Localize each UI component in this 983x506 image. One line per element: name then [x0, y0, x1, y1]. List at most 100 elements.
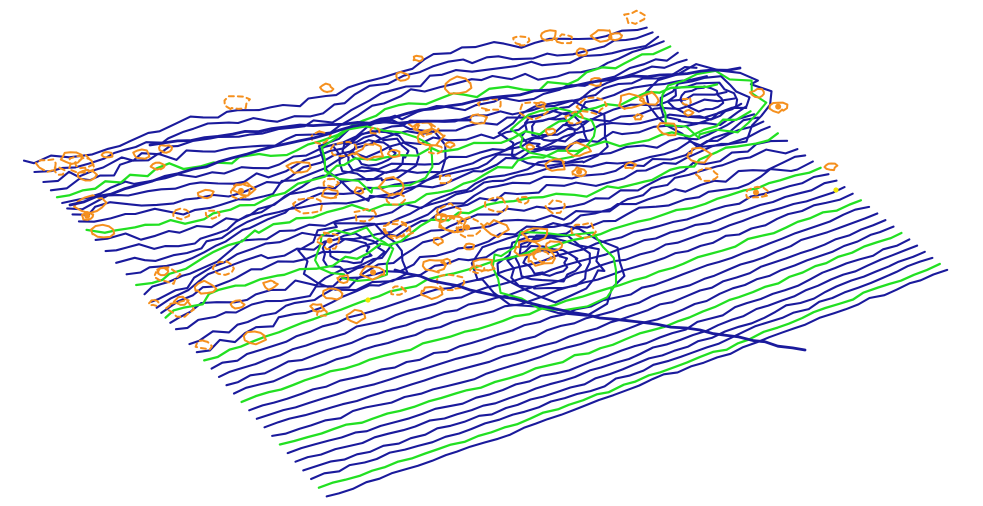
- major-contour-ring: [522, 249, 569, 277]
- major-contour-ring: [470, 222, 626, 317]
- depression-contour: [132, 148, 151, 160]
- fault-line: [148, 118, 472, 147]
- major-contour-line: [225, 186, 846, 387]
- depression-contour: [575, 96, 608, 116]
- depression-contour: [748, 87, 765, 99]
- major-contour-line: [155, 120, 765, 309]
- depression-contour: [432, 236, 444, 247]
- depression-contour: [309, 303, 326, 313]
- depression-contour: [554, 33, 573, 45]
- major-contour-ring: [297, 222, 409, 292]
- index-contour-layer: [55, 45, 941, 489]
- major-contour-ring: [513, 244, 582, 283]
- major-contour-line: [271, 225, 895, 437]
- depression-contour: [345, 308, 367, 325]
- major-contour-line: [49, 40, 665, 192]
- depression-contour: [53, 166, 66, 176]
- depression-contour: [416, 121, 440, 138]
- depression-contour: [354, 142, 385, 161]
- depression-contour: [544, 240, 564, 252]
- depression-contour: [381, 222, 411, 241]
- depression-contour: [444, 140, 456, 149]
- major-contour-line: [77, 75, 708, 223]
- depression-contour: [527, 248, 556, 267]
- depression-contour: [608, 32, 623, 42]
- major-contour-line: [33, 31, 654, 174]
- depression-contour: [544, 158, 566, 172]
- depression-contour: [544, 127, 557, 136]
- major-contour-line: [232, 192, 854, 395]
- depression-contour: [322, 287, 344, 301]
- depression-contour: [656, 122, 678, 137]
- depression-contour: [329, 140, 358, 158]
- depression-contour: [285, 161, 312, 174]
- depression-contour: [744, 185, 770, 199]
- depression-contour: [463, 242, 476, 251]
- depression-contour: [823, 162, 839, 172]
- depression-contour: [147, 298, 160, 307]
- index-contour-ring: [320, 125, 434, 194]
- depression-contour: [444, 75, 473, 95]
- depression-contour: [439, 257, 452, 266]
- depression-contour: [196, 188, 215, 200]
- major-contour-ring: [341, 133, 410, 174]
- depression-contour: [320, 187, 339, 200]
- depression-contour: [632, 113, 644, 121]
- depression-contour: [211, 260, 235, 276]
- depression-contour: [421, 259, 448, 274]
- depression-marker: [326, 237, 333, 244]
- depression-contour: [683, 108, 695, 117]
- depression-contour: [368, 126, 381, 135]
- depression-contour: [570, 221, 597, 239]
- depression-marker: [752, 189, 759, 196]
- depression-contour: [292, 196, 323, 215]
- major-contour-line: [188, 154, 807, 346]
- depression-contour: [455, 216, 485, 239]
- peak-marker: [365, 297, 371, 303]
- depression-contour: [623, 9, 647, 25]
- depression-contour: [262, 279, 279, 291]
- depression-contour: [353, 208, 377, 223]
- fault-line: [393, 268, 807, 352]
- depression-marker: [370, 269, 377, 276]
- depression-contour: [386, 149, 401, 159]
- depression-contour: [377, 176, 405, 196]
- depression-contour: [353, 186, 365, 195]
- major-contour-line: [160, 125, 771, 314]
- depression-marker: [775, 103, 782, 110]
- depression-contour: [322, 177, 340, 188]
- index-contour-line: [240, 199, 863, 404]
- major-contour-line: [302, 250, 926, 472]
- depression-contour: [623, 161, 638, 170]
- depression-contour: [438, 174, 453, 185]
- depression-contour: [242, 330, 267, 346]
- index-contour-line: [317, 262, 941, 489]
- depression-contour: [515, 195, 530, 205]
- depression-contour: [439, 216, 464, 233]
- major-contour-ring: [666, 81, 739, 121]
- major-contour-line: [42, 35, 660, 184]
- depression-contour: [589, 29, 613, 43]
- depression-contour: [34, 158, 57, 173]
- depression-contour: [76, 168, 98, 182]
- depression-contour: [564, 110, 584, 125]
- peak-marker: [833, 187, 839, 193]
- depression-contour: [638, 90, 660, 106]
- depression-contour: [73, 194, 108, 215]
- depression-contour: [359, 265, 386, 281]
- depression-contour: [90, 223, 116, 239]
- depression-contour: [194, 339, 213, 351]
- depression-marker: [84, 212, 91, 219]
- depression-contour: [223, 95, 251, 111]
- depression-contour: [193, 279, 218, 295]
- major-contour-ring: [328, 238, 373, 265]
- major-contour-line: [294, 244, 919, 463]
- index-contour-ring: [509, 106, 597, 161]
- depression-contour: [390, 285, 408, 296]
- major-contour-line: [104, 97, 736, 253]
- major-contour-line: [325, 268, 949, 498]
- major-contour-line: [210, 173, 830, 370]
- depression-marker: [238, 187, 245, 194]
- depression-contour: [420, 286, 444, 300]
